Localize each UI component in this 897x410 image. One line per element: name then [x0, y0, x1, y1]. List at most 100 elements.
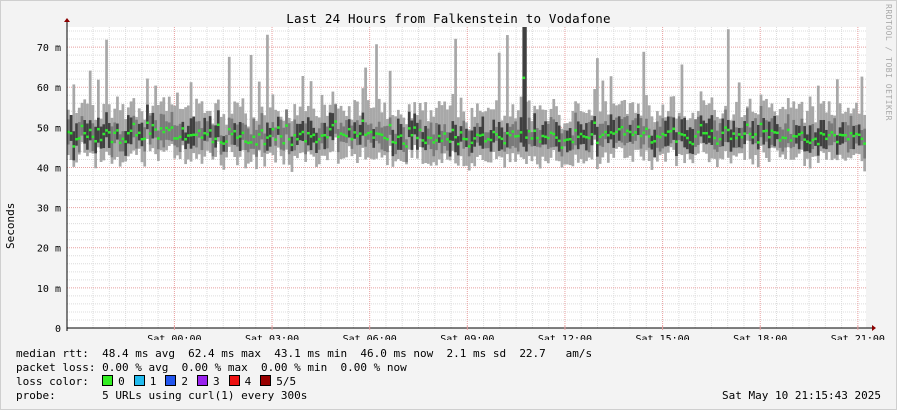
smoke-band-inner	[786, 114, 790, 144]
median-point	[347, 127, 351, 131]
smoke-band-outer	[454, 38, 457, 164]
median-point	[478, 134, 482, 137]
median-point	[176, 137, 179, 140]
median-point	[748, 132, 752, 136]
median-point	[372, 136, 376, 139]
median-point	[216, 123, 220, 127]
median-point	[306, 131, 310, 135]
smoke-band-inner	[227, 117, 231, 136]
median-point	[836, 140, 839, 144]
smoke-band-inner	[645, 118, 648, 136]
smoke-band-inner	[121, 131, 125, 152]
y-tick-label: 0	[55, 324, 61, 335]
x-tick-label: Sat 18:00	[733, 334, 787, 340]
median-point	[451, 128, 455, 132]
y-tick-label: 30 m	[37, 204, 61, 215]
smoke-band-outer	[227, 56, 231, 147]
median-point	[563, 139, 567, 142]
smoke-band-inner	[407, 111, 411, 138]
median-point	[636, 125, 640, 129]
smoke-band-inner	[680, 119, 684, 142]
median-point	[699, 123, 703, 127]
smoke-band-inner	[781, 129, 785, 152]
smoke-band-inner	[279, 119, 283, 150]
smoke-band-inner	[454, 124, 457, 153]
median-point	[514, 135, 517, 138]
median-point	[754, 133, 757, 136]
median-point	[140, 137, 144, 141]
y-tick-labels: 0 10 m 20 m 30 m 40 m 50 m 60 m 70 m	[37, 43, 61, 335]
smoke-band-inner	[620, 119, 624, 143]
median-point	[236, 136, 239, 139]
smoke-band-inner	[282, 127, 286, 151]
median-point	[560, 146, 564, 149]
smoke-band-inner	[778, 126, 782, 148]
smoke-band-inner	[446, 132, 449, 151]
smoke-band-outer	[596, 58, 599, 170]
smoke-band-inner	[200, 128, 204, 151]
median-point	[841, 133, 845, 137]
smoke-band-inner	[508, 126, 512, 149]
smoke-band-inner	[574, 112, 577, 146]
median-point	[612, 132, 616, 135]
smoke-band-outer	[309, 81, 313, 155]
median-point	[437, 134, 441, 138]
smoke-band-inner	[241, 123, 245, 140]
smoke-band-inner	[443, 124, 447, 147]
median-point	[184, 137, 187, 141]
median-point	[702, 131, 706, 135]
smoke-band-inner	[350, 125, 354, 149]
median-point	[446, 137, 449, 141]
median-point	[784, 136, 787, 140]
loss-color-item-4: 4	[228, 375, 251, 388]
median-point	[746, 123, 749, 127]
square-swatch-icon	[102, 375, 114, 386]
median-point	[626, 129, 629, 133]
smoke-band-inner	[593, 116, 597, 135]
median-point	[675, 140, 678, 143]
x-tick-label: Sat 15:00	[635, 334, 689, 340]
x-tick-label: Sat 21:00	[831, 334, 885, 340]
median-point	[710, 129, 714, 133]
median-point	[789, 139, 793, 142]
median-point	[585, 135, 588, 139]
median-point	[192, 133, 196, 137]
median-point	[830, 131, 834, 134]
median-point	[456, 142, 460, 146]
median-point	[328, 127, 332, 131]
median-point	[279, 135, 283, 138]
median-point	[386, 137, 389, 141]
smoke-band-inner	[808, 125, 812, 153]
smoke-band-inner	[784, 123, 787, 148]
median-point	[628, 130, 632, 134]
median-point	[426, 136, 430, 139]
smoke-band-outer	[789, 107, 793, 160]
median-point	[735, 136, 738, 140]
smoke-band-inner	[173, 125, 177, 146]
smoke-band-inner	[181, 121, 185, 141]
median-point	[606, 133, 610, 137]
median-point	[713, 136, 717, 140]
smoke-band-inner	[694, 119, 697, 147]
median-point	[336, 135, 340, 139]
median-point	[623, 133, 627, 136]
smoke-band-inner	[206, 121, 209, 142]
smoke-band-inner	[816, 128, 820, 156]
median-point	[165, 126, 168, 130]
median-point	[765, 129, 768, 133]
median-point	[405, 145, 408, 148]
loss-color-item-2: 2	[165, 375, 188, 388]
median-point	[102, 132, 106, 136]
smoke-band-outer	[105, 39, 108, 152]
median-point	[276, 126, 280, 129]
median-point	[116, 129, 119, 132]
median-point	[156, 137, 160, 140]
median-point	[642, 131, 646, 135]
x-tick-label: Sat 00:00	[147, 334, 201, 340]
y-tick-label: 60 m	[37, 83, 61, 94]
median-point	[833, 133, 837, 137]
x-tick-label: Sat 03:00	[245, 334, 299, 340]
smoke-band-inner	[555, 122, 558, 147]
median-point	[803, 138, 807, 141]
median-point	[331, 123, 335, 127]
